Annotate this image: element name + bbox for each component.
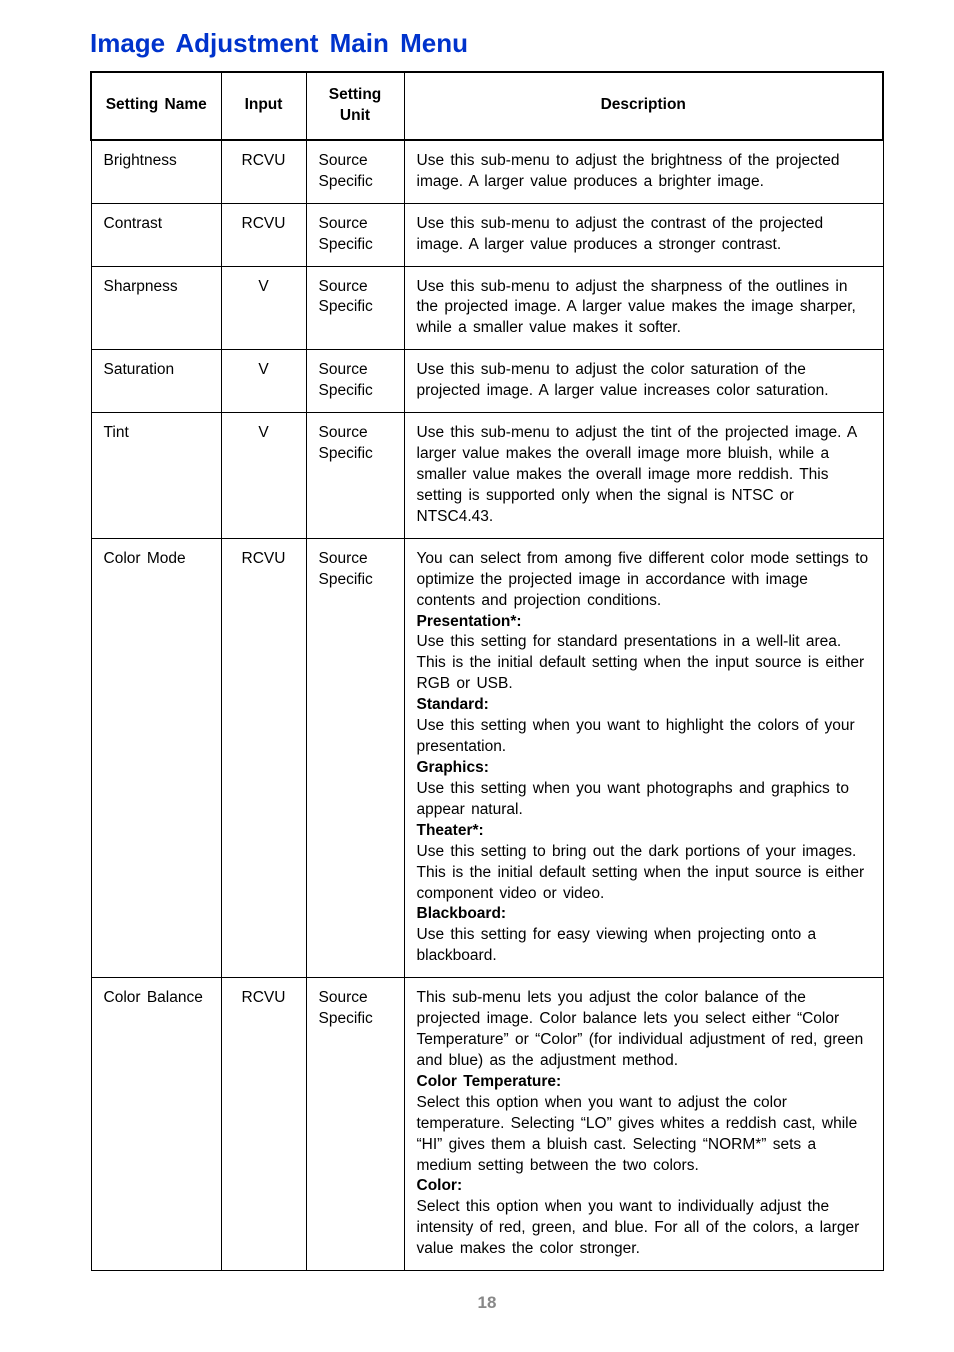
table-row: Color ModeRCVUSource SpecificYou can sel… [91,538,883,977]
cell-setting-name: Sharpness [91,266,221,350]
cell-setting-unit: Source Specific [306,140,404,203]
table-row: ContrastRCVUSource SpecificUse this sub-… [91,203,883,266]
cell-setting-unit: Source Specific [306,203,404,266]
cell-setting-name: Tint [91,413,221,539]
cell-setting-unit: Source Specific [306,266,404,350]
settings-table: Setting Name Input Setting Unit Descript… [90,71,884,1271]
col-header-setting-name: Setting Name [91,72,221,140]
page-title: Image Adjustment Main Menu [90,28,884,59]
table-row: Color BalanceRCVUSource SpecificThis sub… [91,978,883,1271]
cell-description: Use this sub-menu to adjust the brightne… [404,140,883,203]
cell-description: This sub-menu lets you adjust the color … [404,978,883,1271]
cell-description: Use this sub-menu to adjust the tint of … [404,413,883,539]
cell-input: RCVU [221,140,306,203]
table-header-row: Setting Name Input Setting Unit Descript… [91,72,883,140]
col-header-setting-unit: Setting Unit [306,72,404,140]
cell-description: Use this sub-menu to adjust the sharpnes… [404,266,883,350]
table-row: SharpnessVSource SpecificUse this sub-me… [91,266,883,350]
col-header-description: Description [404,72,883,140]
page: Image Adjustment Main Menu Setting Name … [0,0,954,1333]
table-row: SaturationVSource SpecificUse this sub-m… [91,350,883,413]
cell-setting-name: Saturation [91,350,221,413]
table-row: TintVSource SpecificUse this sub-menu to… [91,413,883,539]
col-header-input: Input [221,72,306,140]
cell-description: You can select from among five different… [404,538,883,977]
cell-input: RCVU [221,538,306,977]
cell-setting-unit: Source Specific [306,413,404,539]
cell-description: Use this sub-menu to adjust the color sa… [404,350,883,413]
cell-setting-unit: Source Specific [306,350,404,413]
cell-setting-unit: Source Specific [306,538,404,977]
cell-description: Use this sub-menu to adjust the contrast… [404,203,883,266]
table-row: BrightnessRCVUSource SpecificUse this su… [91,140,883,203]
cell-input: V [221,413,306,539]
cell-input: V [221,350,306,413]
page-number: 18 [90,1293,884,1313]
cell-setting-unit: Source Specific [306,978,404,1271]
cell-setting-name: Color Balance [91,978,221,1271]
cell-setting-name: Color Mode [91,538,221,977]
cell-input: RCVU [221,203,306,266]
cell-input: RCVU [221,978,306,1271]
cell-input: V [221,266,306,350]
cell-setting-name: Contrast [91,203,221,266]
cell-setting-name: Brightness [91,140,221,203]
